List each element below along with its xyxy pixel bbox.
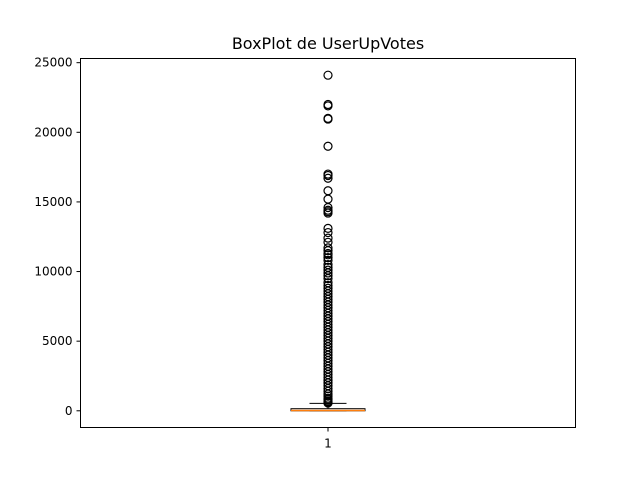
x-tick-label: 1 (324, 437, 332, 451)
outlier-point (323, 233, 333, 243)
outlier-point (323, 398, 333, 408)
x-axis: 1 (324, 427, 332, 451)
y-tick-label: 5000 (42, 334, 73, 348)
y-tick-label: 15000 (34, 195, 72, 209)
outlier-point (323, 114, 333, 124)
outlier-point (323, 208, 333, 218)
outlier-point (323, 70, 333, 80)
y-tick-label: 0 (65, 404, 73, 418)
y-tick-label: 25000 (34, 56, 72, 70)
chart-title: BoxPlot de UserUpVotes (232, 34, 424, 53)
outlier-point (323, 227, 333, 238)
outlier-point (323, 141, 333, 151)
outlier-point (323, 268, 333, 278)
outlier-point (323, 202, 333, 213)
y-tick-label: 20000 (34, 125, 72, 139)
y-axis: 0 5000 10000 15000 20000 25000 (34, 56, 81, 418)
outlier-point (323, 173, 333, 183)
outlier-point (323, 253, 333, 263)
outlier-point (323, 246, 333, 256)
outlier-point (323, 255, 333, 266)
outlier-point (323, 243, 333, 253)
box-series (290, 70, 366, 412)
outlier-point (323, 273, 333, 284)
plot-area (80, 58, 576, 428)
outlier-point (323, 271, 333, 281)
outlier-point (323, 170, 333, 181)
outlier-point (323, 101, 333, 111)
outlier-point (323, 250, 333, 260)
y-tick-label: 10000 (34, 265, 72, 279)
outlier-point (323, 223, 333, 233)
